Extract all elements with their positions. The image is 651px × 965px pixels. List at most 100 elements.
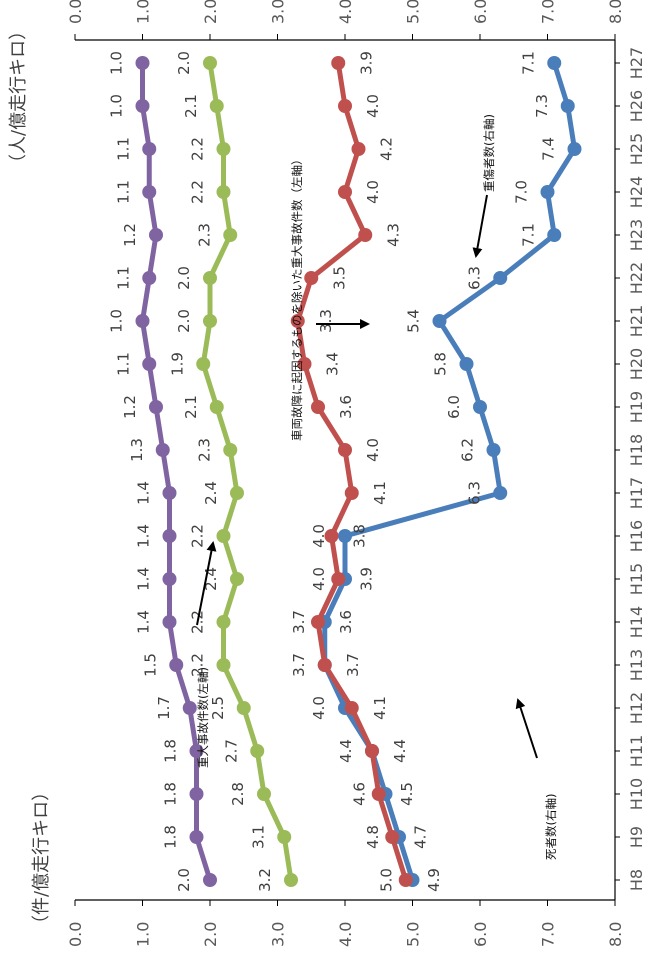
data-point (182, 701, 197, 715)
data-point (223, 443, 238, 457)
data-label: 1.1 (114, 137, 132, 161)
right-tick-label: 5.0 (404, 0, 423, 24)
data-point (338, 443, 352, 457)
data-point (135, 99, 150, 113)
data-point (351, 142, 366, 156)
category-tick-label: H25 (627, 133, 646, 165)
data-label: 2.5 (209, 696, 227, 720)
data-label: 2.7 (222, 739, 240, 763)
category-tick-label: H27 (627, 47, 646, 79)
data-point (135, 56, 150, 70)
data-point (216, 529, 231, 543)
data-point (142, 185, 157, 199)
annotation-excluding-vehicle-failure: 車両故障に起因するものを除いた重大事故件数（左軸） (290, 154, 370, 442)
data-point (236, 701, 251, 715)
data-point (149, 228, 163, 242)
data-point (297, 357, 312, 371)
category-tick-label: H8 (627, 869, 646, 891)
data-label: 3.7 (290, 653, 308, 677)
series-line (295, 60, 409, 883)
annotation-text: 重大事故件数(左軸) (196, 667, 210, 768)
data-label: 3.9 (357, 51, 375, 75)
data-label: 5.8 (432, 352, 450, 376)
category-tick-label: H22 (627, 262, 646, 294)
data-point (250, 744, 265, 758)
data-label: 4.0 (310, 696, 328, 720)
annotation-text: 死者数(右軸) (544, 794, 558, 860)
data-label: 6.3 (465, 266, 483, 290)
data-label: 3.1 (249, 825, 267, 849)
annotation-serious-accidents: 重大事故件数(左軸) (196, 541, 217, 768)
data-label: 1.8 (162, 825, 180, 849)
data-label: 2.1 (182, 94, 200, 118)
data-point (230, 572, 244, 586)
data-label: 4.0 (364, 180, 382, 204)
left-tick-label: 2.0 (201, 922, 220, 947)
data-point (216, 185, 231, 199)
data-label: 3.9 (357, 567, 375, 591)
data-label: 2.2 (189, 180, 207, 204)
left-tick-label: 0.0 (66, 922, 85, 947)
category-tick-label: H14 (627, 606, 646, 638)
data-point (203, 873, 217, 887)
data-label: 5.4 (405, 309, 423, 333)
data-label: 4.0 (310, 524, 328, 548)
data-label: 1.2 (121, 223, 139, 247)
data-point (324, 529, 339, 543)
data-label: 2.3 (195, 223, 213, 247)
left-tick-label: 5.0 (404, 922, 423, 947)
data-point (196, 357, 211, 371)
series-3 (196, 56, 298, 887)
category-axis-ticks: H8 H9 H10 H11 H12 H13 H14 H15 H16 H17 H18 H19 H20 H21… (615, 47, 646, 891)
data-label: 4.1 (371, 696, 389, 720)
data-point (493, 486, 508, 500)
data-point (142, 357, 157, 371)
data-label: 1.5 (141, 653, 159, 677)
series-layer (135, 56, 582, 887)
data-label: 4.1 (371, 481, 389, 505)
data-label: 1.8 (162, 782, 180, 806)
data-label: 3.4 (324, 352, 342, 376)
category-tick-label: H13 (627, 649, 646, 681)
data-point (189, 787, 204, 801)
data-label: 1.9 (168, 352, 186, 376)
data-label: 7.1 (519, 51, 537, 75)
data-label: 6.2 (459, 438, 477, 462)
data-point (162, 615, 177, 629)
category-tick-label: H10 (627, 778, 646, 810)
data-label: 1.7 (155, 696, 173, 720)
data-point (459, 357, 474, 371)
annotation-text: 車両故障に起因するものを除いた重大事故件数（左軸） (290, 154, 304, 442)
data-point (223, 228, 238, 242)
right-axis-ticks: 0.0 1.0 2.0 3.0 4.0 5.0 6.0 7.0 8.0 (66, 0, 625, 40)
data-point (142, 142, 157, 156)
data-point (284, 873, 298, 887)
data-point (142, 271, 157, 285)
data-label: 1.1 (114, 180, 132, 204)
data-point (331, 56, 346, 70)
data-label: 3.6 (337, 610, 355, 634)
data-label: 2.0 (175, 868, 193, 892)
data-point (338, 185, 352, 199)
data-label: 4.5 (398, 782, 416, 806)
category-tick-label: H23 (627, 219, 646, 251)
data-label: 4.4 (391, 739, 409, 763)
series-4 (135, 56, 217, 887)
data-label: 5.0 (378, 868, 396, 892)
data-point (209, 400, 224, 414)
data-label: 3.7 (290, 610, 308, 634)
data-point (338, 529, 352, 543)
data-label: 7.1 (519, 223, 537, 247)
data-label: 7.4 (540, 137, 558, 161)
category-tick-label: H24 (627, 176, 646, 208)
data-label: 3.8 (351, 524, 369, 548)
data-point (344, 701, 359, 715)
series-2 (290, 56, 413, 887)
annotation-arrow (472, 194, 488, 258)
data-point (189, 744, 204, 758)
category-tick-label: H26 (627, 90, 646, 122)
data-label: 6.3 (465, 481, 483, 505)
data-label: 2.3 (195, 438, 213, 462)
data-point (493, 271, 508, 285)
